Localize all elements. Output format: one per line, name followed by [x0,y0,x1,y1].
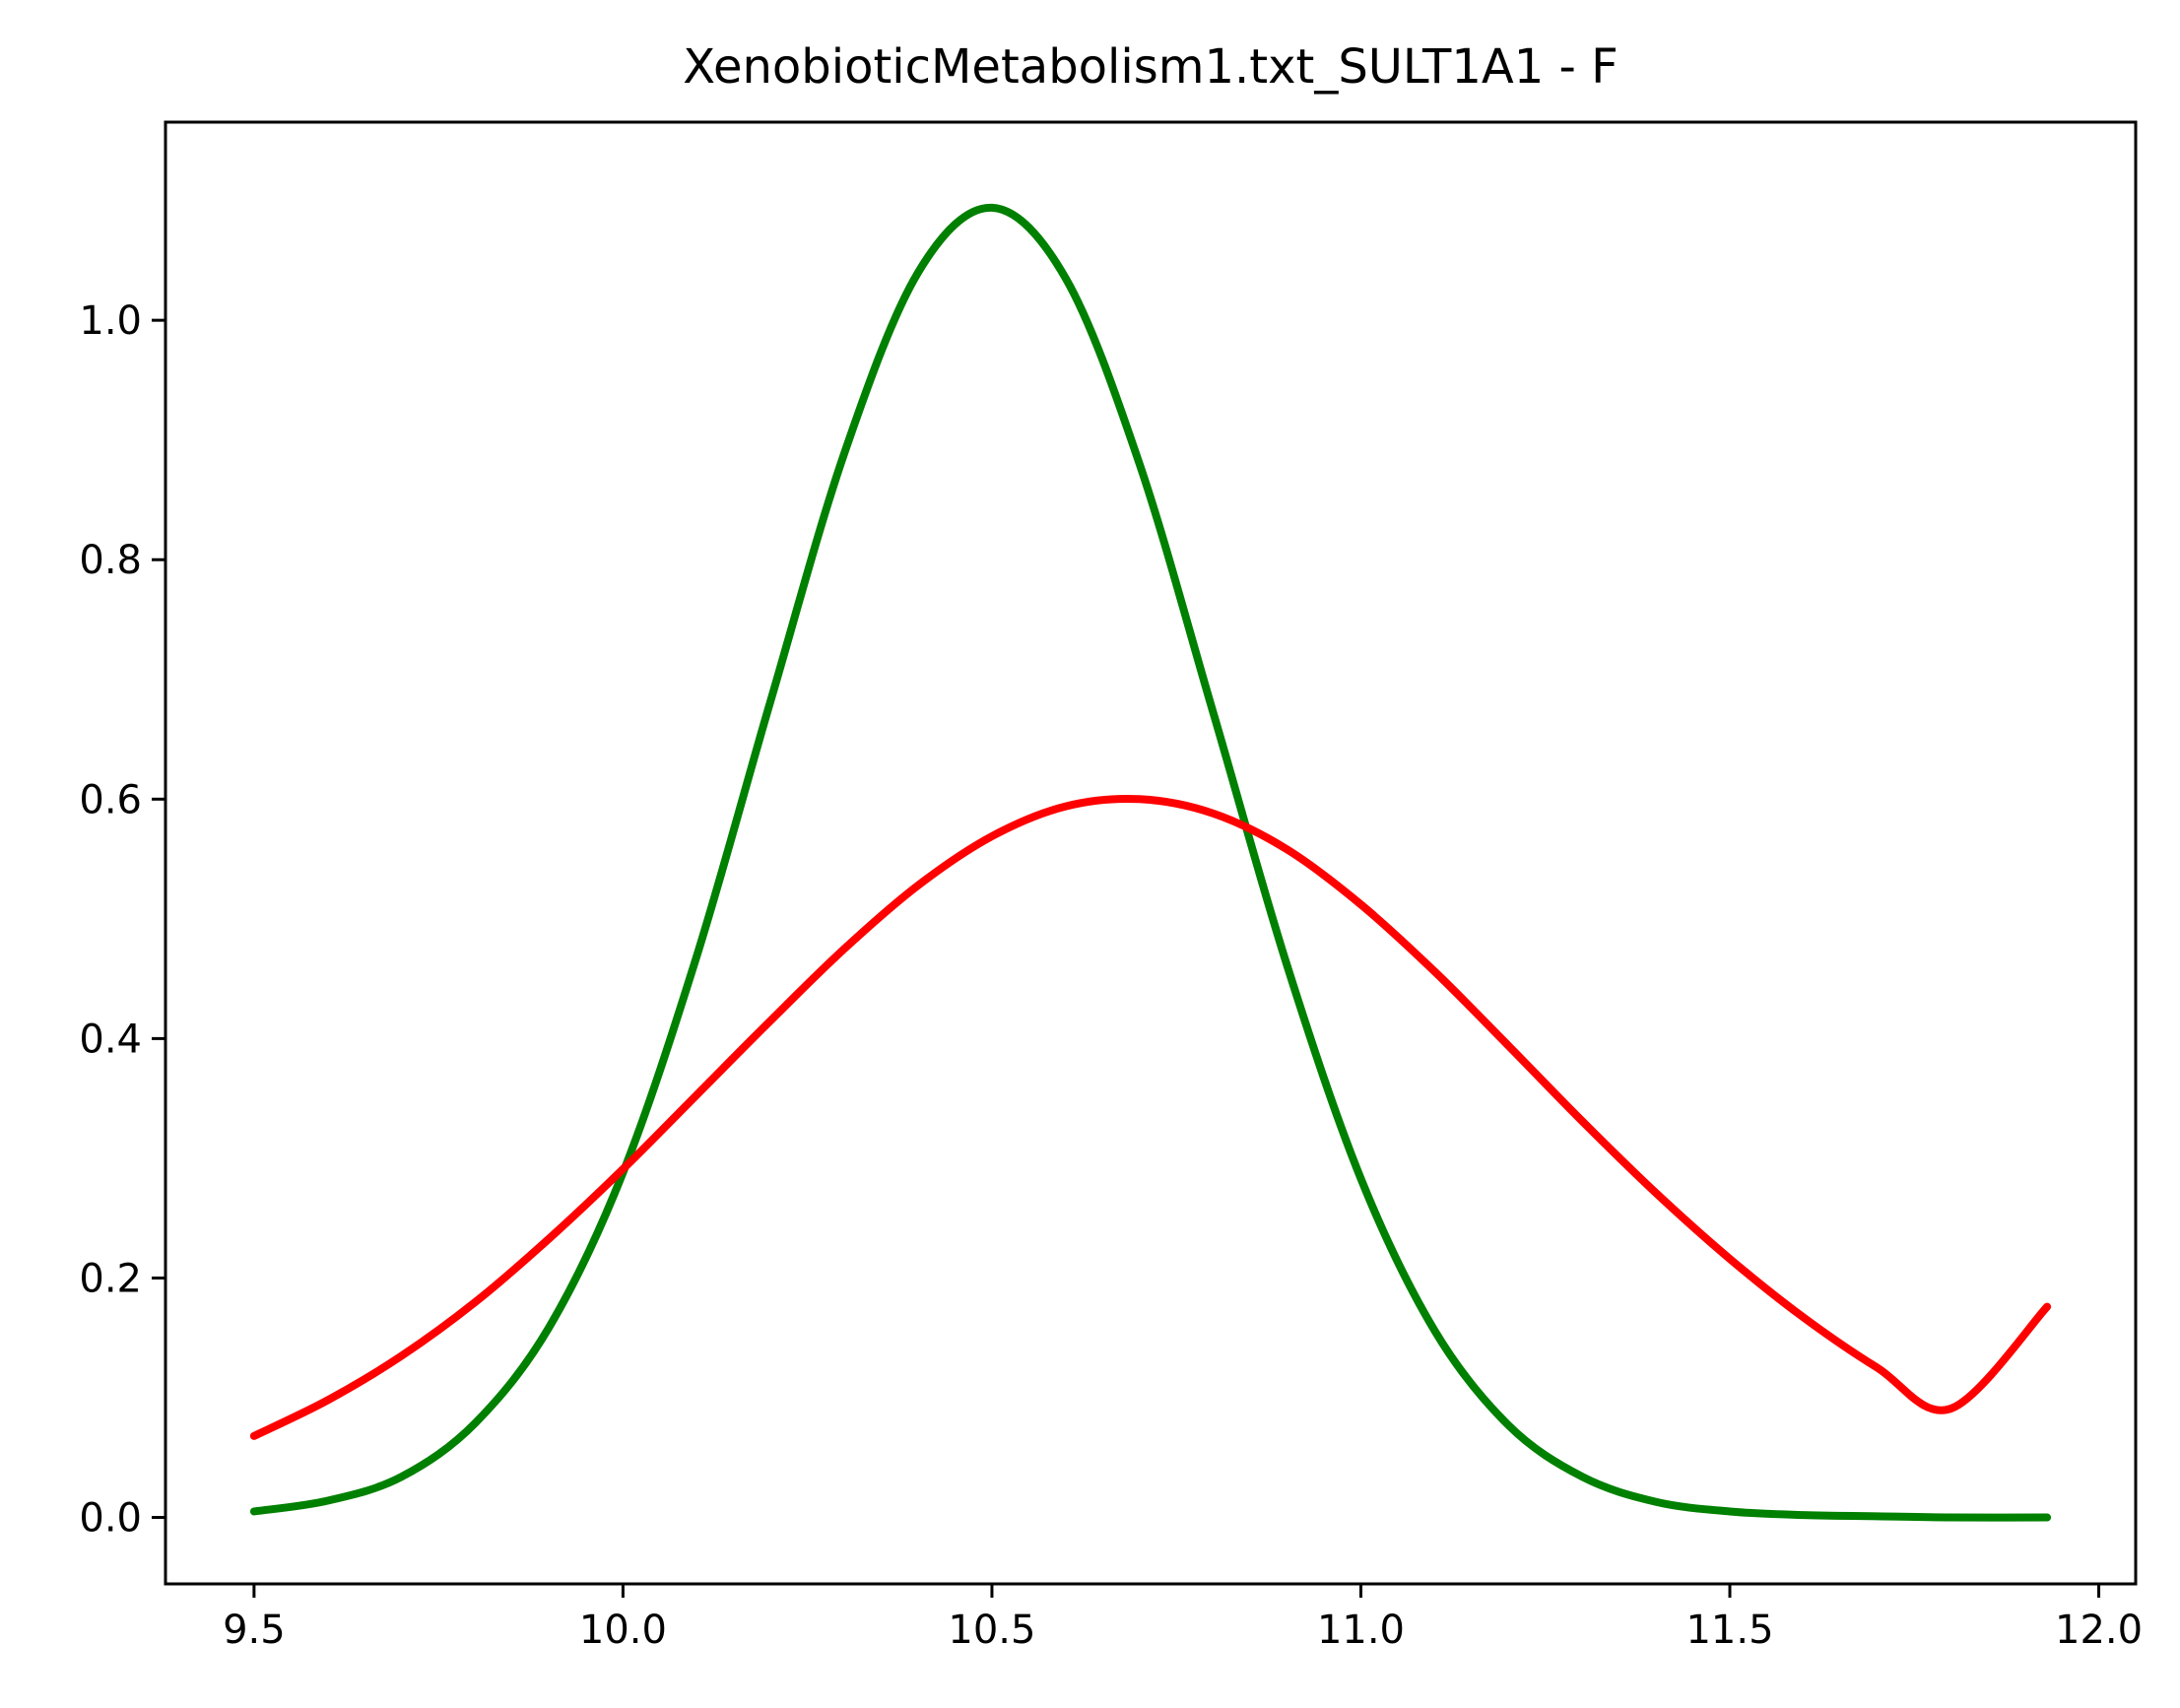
chart-title: XenobioticMetabolism1.txt_SULT1A1 - F [683,39,1618,95]
y-tick-label: 0.0 [79,1496,142,1542]
axes-layer: 9.5 10.0 10.5 11.0 11.5 12.0 0.0 0.2 0.4 0.6 0.8 1.… [79,298,2143,1653]
series-line-red [249,795,2052,1440]
y-tick-label: 0.8 [79,538,142,583]
x-tick-label: 12.0 [2055,1608,2143,1653]
y-tick-label: 0.6 [79,777,142,822]
x-tick-label: 10.5 [948,1608,1035,1653]
x-tick-label: 11.0 [1317,1608,1405,1653]
series-layer [249,203,2052,1522]
x-tick-label: 11.5 [1685,1608,1773,1653]
x-tick-label: 10.0 [579,1608,667,1653]
x-tick-label: 9.5 [223,1608,286,1653]
plot-frame [164,120,2138,1586]
y-tick-label: 0.4 [79,1017,142,1062]
y-tick-label: 1.0 [79,298,142,344]
y-tick-label: 0.2 [79,1256,142,1301]
series-line-green [249,203,2052,1522]
